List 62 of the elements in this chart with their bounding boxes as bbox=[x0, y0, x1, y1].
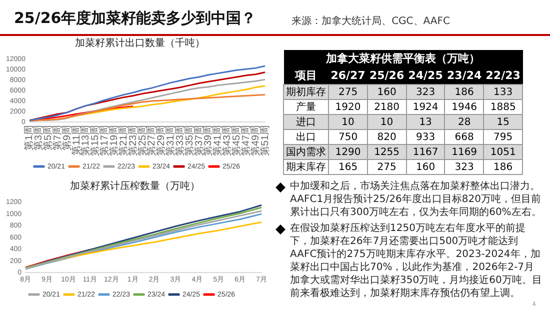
data-label: 795 bbox=[484, 130, 522, 144]
x-tick-label: 第49周 bbox=[249, 124, 262, 156]
data-label: 28 bbox=[444, 114, 484, 130]
data-label: 1946 bbox=[444, 100, 484, 114]
x-tick-label: 第25周 bbox=[136, 124, 148, 156]
data-label: 933 bbox=[406, 130, 445, 144]
data-label: 165 bbox=[328, 160, 368, 174]
x-tick-label: 第23周 bbox=[126, 124, 139, 156]
data-label: 186 bbox=[444, 84, 484, 100]
data-label: 133 bbox=[484, 84, 522, 100]
y-tick-label: 进口 bbox=[284, 114, 329, 130]
data-label: 323 bbox=[444, 160, 484, 174]
y-tick-label: 出口 bbox=[284, 130, 329, 144]
data-label: 160 bbox=[367, 84, 406, 100]
data-label: 1169 bbox=[444, 144, 484, 160]
data-label: 1920 bbox=[328, 100, 368, 114]
source-note: 来源：加拿大统计局、CGC、AAFC bbox=[292, 14, 450, 28]
chart-title: 加拿大菜籽供需平衡表（万吨） bbox=[284, 50, 522, 67]
chart-title: 加菜籽累计压榨数量（万吨） bbox=[69, 180, 201, 194]
y-axis-title: 项目 bbox=[284, 67, 329, 84]
data-label: 1885 bbox=[484, 100, 522, 114]
text: 在假设加菜籽压榨达到1250万吨左右年度水平的前提下，加菜籽在26年7月还需要出口500万吨才能达到AAFC预计的275万吨期末库存水平。2023-2024年，加菜籽出口中国占比70%，以此作为基准，2026年2-7月加拿大或需对华出口菜籽350万吨，月均接近60万吨。目前来看极难达到，加菜籽期末库存预估仍有望上调。 bbox=[289, 222, 542, 300]
data-label: 668 bbox=[444, 130, 484, 144]
data-label: 1051 bbox=[484, 144, 522, 160]
x-tick-label: 第7周 bbox=[51, 124, 64, 150]
x-tick-label: 第45周 bbox=[230, 124, 242, 156]
chart-title: 加菜籽累计出口数量（千吨） bbox=[74, 37, 206, 51]
x-tick-label: 第35周 bbox=[183, 124, 196, 156]
data-label: 275 bbox=[328, 84, 368, 100]
data-label: 186 bbox=[484, 160, 522, 174]
x-tick-label: 第11周 bbox=[70, 124, 82, 156]
data-label: 10 bbox=[328, 114, 368, 130]
x-tick-label: 22/23 bbox=[484, 67, 522, 84]
x-tick-label: 第37周 bbox=[192, 124, 205, 156]
x-tick-label: 23/24 bbox=[444, 67, 484, 84]
x-tick-label: 第51周 bbox=[258, 124, 271, 156]
data-label: 820 bbox=[367, 130, 406, 144]
y-tick-label: 期初库存 bbox=[284, 84, 329, 100]
text: 中加缓和之后，市场关注焦点落在加菜籽整体出口潜力。AAFC1月报告预计25/26年度出口目标820万吨，但目前累计出口只有300万吨左右，仅为去年同期的60%左右。 bbox=[289, 180, 542, 219]
x-tick-label: 第33周 bbox=[174, 124, 186, 156]
data-label: 1167 bbox=[406, 144, 445, 160]
y-tick-label: 产量 bbox=[284, 100, 329, 114]
x-tick-label: 第9周 bbox=[60, 124, 73, 150]
data-label: 323 bbox=[406, 84, 445, 100]
data-label: 160 bbox=[406, 160, 445, 174]
data-label: 1255 bbox=[367, 144, 406, 160]
x-tick-label: 26/27 bbox=[328, 67, 368, 84]
text: 25/26年度加菜籽能卖多少到中国？ bbox=[14, 9, 256, 28]
data-label: 1924 bbox=[406, 100, 445, 114]
data-label: 15 bbox=[484, 114, 522, 130]
y-tick-label: 国内需求 bbox=[284, 144, 329, 160]
x-tick-label: 第47周 bbox=[240, 124, 252, 156]
x-tick-label: 24/25 bbox=[406, 67, 445, 84]
x-tick-label: 25/26 bbox=[367, 67, 406, 84]
data-label: 275 bbox=[367, 160, 406, 174]
x-tick-label: 第21周 bbox=[117, 124, 130, 156]
data-label: 2180 bbox=[367, 100, 406, 114]
data-label: 1290 bbox=[328, 144, 368, 160]
data-label: 13 bbox=[406, 114, 445, 130]
y-tick-label: 期末库存 bbox=[284, 160, 329, 174]
data-label: 10 bbox=[367, 114, 406, 130]
data-label: 750 bbox=[328, 130, 368, 144]
